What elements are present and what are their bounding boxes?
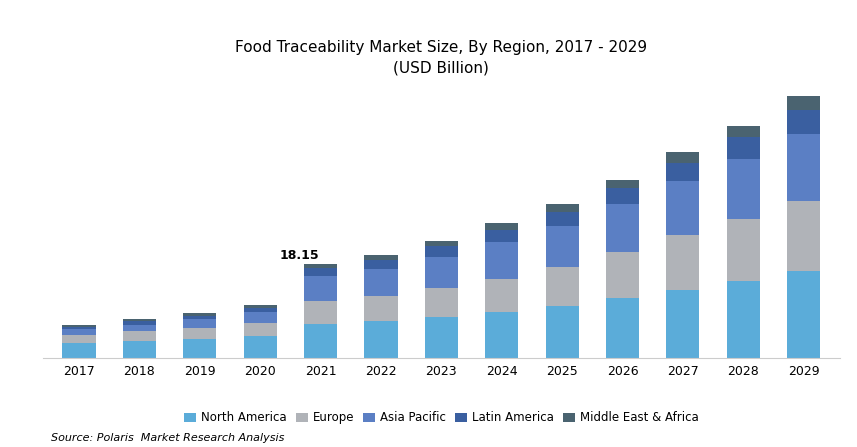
Bar [787,110,820,134]
Bar [425,246,458,257]
Bar [606,252,639,298]
Bar [304,301,337,324]
Bar [364,321,398,358]
Bar [183,328,217,339]
Bar [425,257,458,288]
Bar [425,240,458,246]
Bar [787,271,820,358]
Bar [727,219,760,281]
Bar [485,279,518,312]
Bar [304,324,337,358]
Text: Source: Polaris  Market Research Analysis: Source: Polaris Market Research Analysis [51,433,285,443]
Bar [666,152,699,163]
Bar [243,308,277,312]
Text: 18.15: 18.15 [279,249,320,262]
Bar [787,97,820,110]
Bar [606,298,639,358]
Bar [727,159,760,219]
Bar [243,336,277,358]
Bar [666,181,699,236]
Bar [364,260,398,269]
Bar [787,134,820,201]
Bar [63,327,96,329]
Bar [304,264,337,268]
Bar [123,320,156,321]
Bar [63,325,96,327]
Bar [546,226,578,267]
Bar [364,296,398,321]
Bar [123,341,156,358]
Bar [63,343,96,358]
Bar [546,204,578,212]
Bar [787,201,820,271]
Bar [123,325,156,331]
Bar [546,212,578,226]
Bar [183,313,217,316]
Bar [183,316,217,320]
Bar [123,331,156,341]
Bar [425,288,458,317]
Bar [243,305,277,308]
Title: Food Traceability Market Size, By Region, 2017 - 2029
(USD Billion): Food Traceability Market Size, By Region… [236,40,647,76]
Bar [666,163,699,181]
Bar [485,224,518,230]
Bar [123,321,156,325]
Bar [183,339,217,358]
Bar [727,281,760,358]
Bar [546,267,578,306]
Bar [485,230,518,242]
Bar [183,320,217,328]
Bar [243,312,277,323]
Bar [63,335,96,343]
Bar [666,290,699,358]
Bar [546,306,578,358]
Bar [485,242,518,279]
Bar [364,256,398,260]
Bar [606,189,639,204]
Bar [304,276,337,301]
Bar [243,323,277,336]
Legend: North America, Europe, Asia Pacific, Latin America, Middle East & Africa: North America, Europe, Asia Pacific, Lat… [180,406,703,429]
Bar [304,268,337,276]
Bar [727,126,760,137]
Bar [425,317,458,358]
Bar [606,204,639,252]
Bar [606,180,639,189]
Bar [364,269,398,296]
Bar [666,236,699,290]
Bar [485,312,518,358]
Bar [727,137,760,159]
Bar [63,329,96,335]
